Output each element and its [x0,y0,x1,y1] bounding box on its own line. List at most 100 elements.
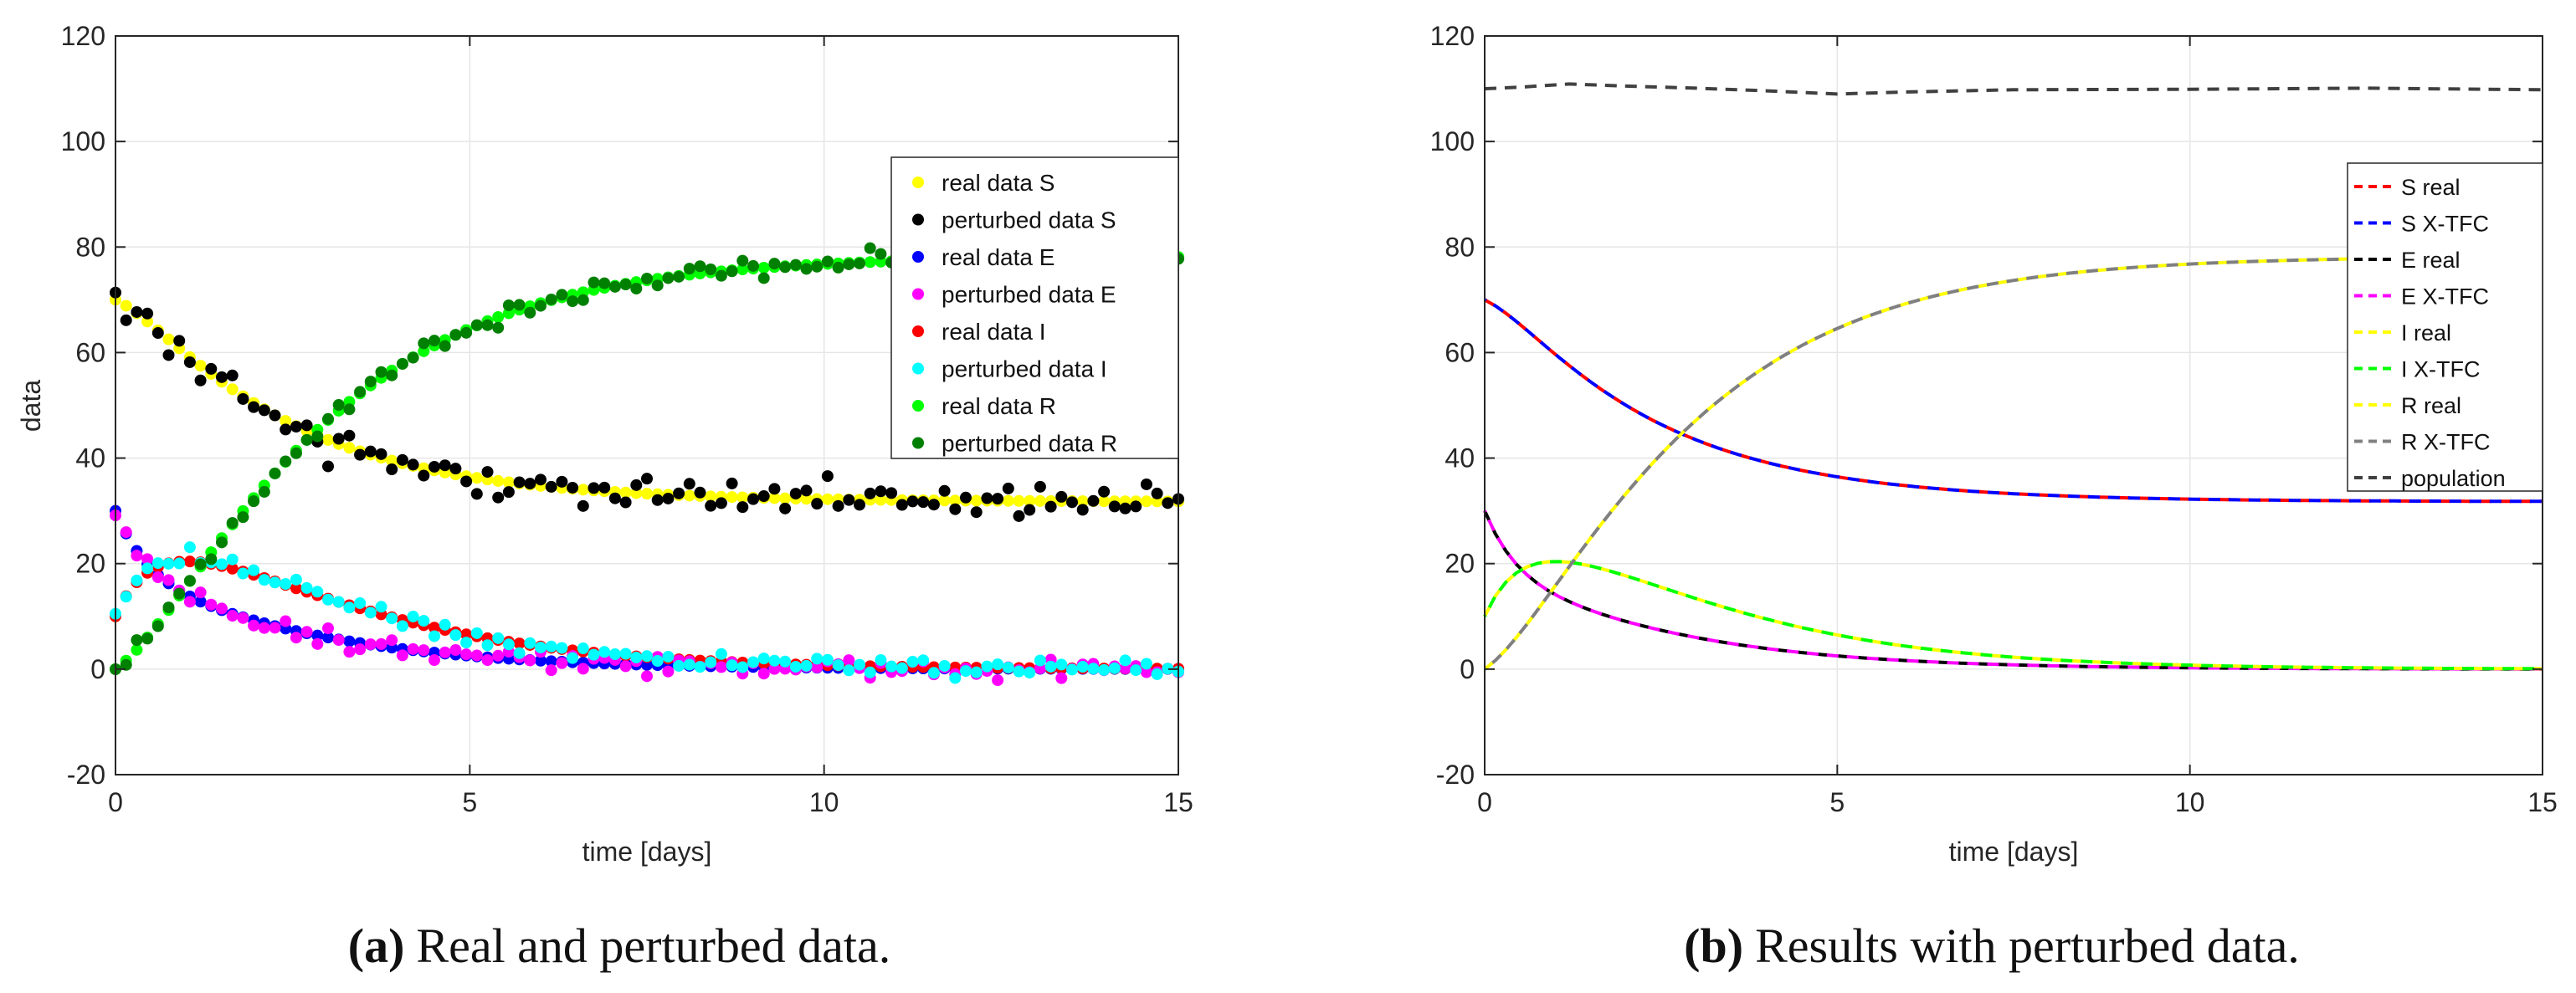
data-point [375,366,387,378]
data-point [577,499,589,512]
data-point [736,661,749,673]
data-point [630,479,643,491]
data-point [864,242,876,254]
data-point [895,499,908,511]
data-point [280,423,292,436]
legend-entry: R X-TFC [2401,430,2490,455]
data-point [258,485,270,498]
data-point [386,454,398,467]
data-point [875,248,887,260]
data-point [396,620,408,632]
data-point [322,412,334,425]
legend-marker [912,213,924,226]
data-point [332,399,345,412]
data-point [290,582,302,595]
data-point [779,492,792,504]
data-point [768,663,781,675]
data-point [588,482,600,494]
y-tick-label: 40 [1445,443,1475,473]
data-point [1162,663,1174,675]
data-point [938,494,951,507]
data-point [322,593,334,606]
data-point [556,475,568,488]
data-point [470,319,483,331]
data-point [131,574,143,586]
data-point [407,610,419,622]
data-point [938,484,951,497]
data-point [832,499,844,512]
data-point [248,564,260,576]
data-point [513,637,526,650]
data-point [705,499,717,512]
data-point [173,335,186,347]
data-point [513,299,526,311]
y-tick-label: 120 [1430,21,1475,51]
data-point [1002,494,1014,507]
data-point [1066,496,1078,509]
data-point [258,622,270,634]
legend-entry: perturbed data S [942,207,1116,233]
data-point [970,494,983,507]
data-point [588,276,600,289]
x-tick-label: 5 [462,787,477,817]
data-point [439,618,451,631]
data-point [1140,495,1152,508]
data-point [524,637,536,649]
data-point [418,615,430,627]
data-point [1108,662,1121,674]
y-tick-label: 80 [75,232,105,262]
data-point [354,448,367,461]
data-point [789,660,802,673]
data-point [651,279,664,292]
series-perturbed-data-i [110,541,1184,684]
data-point [428,335,440,347]
data-point [237,511,249,524]
data-point [864,487,876,499]
data-point [715,661,727,673]
data-point [141,562,154,575]
data-point [449,629,462,642]
data-point [386,634,398,647]
legend-entry: perturbed data E [942,282,1116,308]
data-point [885,487,898,499]
data-point [821,653,834,666]
legend-entry: real data E [942,244,1055,270]
data-point [481,654,494,667]
y-tick-label: 100 [61,126,105,156]
data-point [641,670,653,683]
data-point [386,369,398,381]
data-point [768,654,781,667]
legend-marker [912,325,924,337]
legend-marker [912,288,924,300]
data-point [705,264,717,276]
data-point [1013,509,1025,522]
data-point [938,659,951,672]
data-point [492,491,505,504]
data-point [1076,504,1089,516]
data-point [1108,500,1121,513]
data-point [1130,664,1142,677]
data-point [789,488,802,500]
data-point [875,485,887,498]
data-point [183,555,196,568]
data-point [757,653,770,665]
legend-entry: S real [2401,175,2461,200]
data-point [545,480,557,493]
data-point [747,259,759,272]
data-point [673,659,685,672]
data-point [131,550,143,562]
data-point [726,265,738,278]
data-point [418,644,430,657]
data-point [1140,658,1152,670]
data-point [1098,663,1111,676]
data-point [779,655,792,668]
y-tick-label: 20 [1445,549,1475,579]
data-point [854,257,865,269]
data-point [1034,480,1046,493]
data-point [619,279,632,291]
x-axis-label-a: time [days] [582,837,712,867]
data-point [683,263,695,275]
data-point [131,634,143,647]
legend-marker [912,177,924,188]
